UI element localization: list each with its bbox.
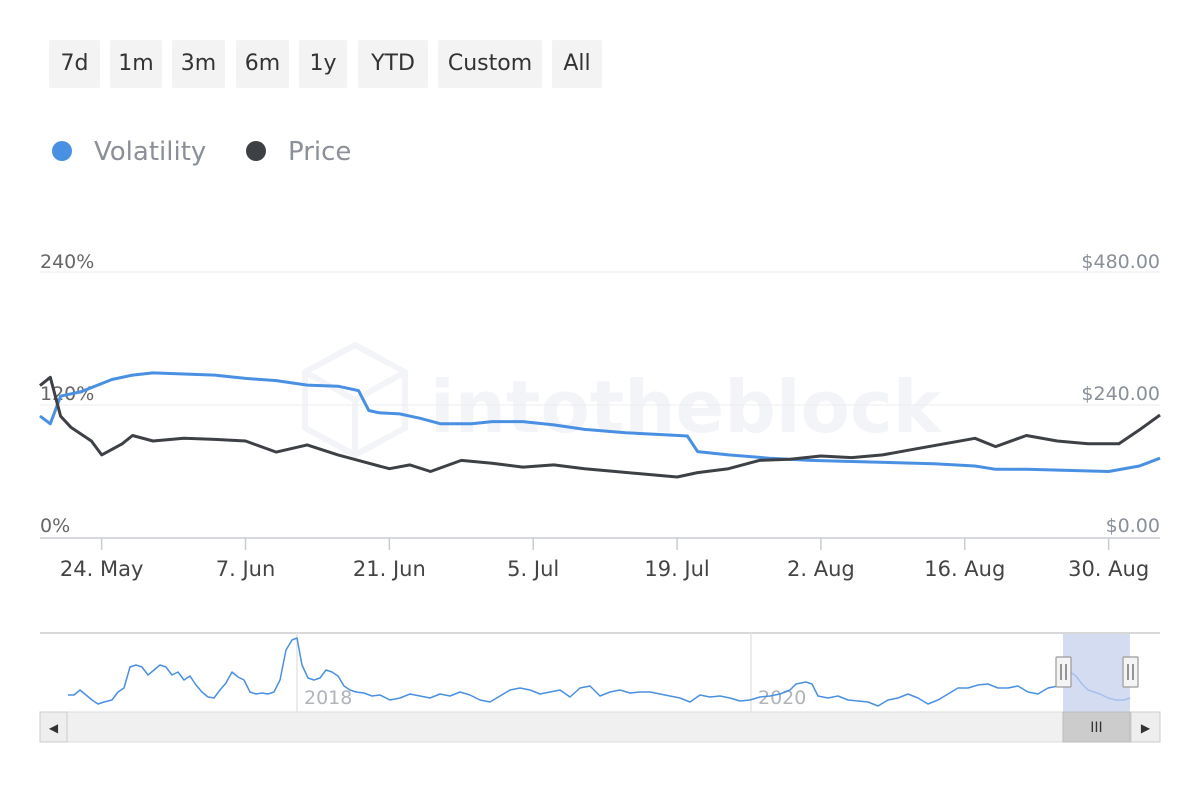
series-line-volatility[interactable]: [39, 371, 1161, 473]
series-line-price[interactable]: [39, 375, 1161, 479]
navigator-handle-right[interactable]: [1122, 656, 1139, 688]
x-tick-label: 5. Jul: [507, 557, 559, 581]
y-left-tick-240: 240%: [40, 251, 94, 273]
range-button-1m[interactable]: 1m: [110, 40, 162, 88]
legend-label-price: Price: [288, 137, 352, 167]
y-right-tick-240: $240.00: [1081, 383, 1160, 405]
volatility-dot-icon: [52, 140, 72, 161]
x-axis-ticks: [100, 538, 1110, 550]
legend-item-price[interactable]: Price: [246, 130, 351, 174]
scroll-left-arrow-icon[interactable]: ◀: [49, 721, 59, 735]
scrollbar: ◀ III ▶: [39, 711, 1161, 743]
range-button-3m[interactable]: 3m: [172, 40, 225, 88]
x-tick-label: 19. Jul: [644, 557, 709, 581]
navigator-year-label-2018: 2018: [304, 687, 352, 709]
y-right-tick-480: $480.00: [1081, 251, 1160, 273]
range-button-custom[interactable]: Custom: [438, 40, 542, 88]
navigator-history-line: [68, 637, 1131, 707]
scrollbar-left-button[interactable]: [39, 711, 68, 743]
watermark-logo-icon: [302, 341, 408, 459]
range-button-ytd[interactable]: YTD: [358, 40, 428, 88]
scrollbar-track[interactable]: [39, 711, 1161, 743]
x-tick-label: 7. Jun: [216, 557, 276, 581]
scrollbar-thumb-grip-icon: III: [1090, 720, 1102, 736]
gridlines: [40, 271, 1160, 406]
navigator: 2018 2020: [40, 632, 1160, 712]
x-tick-label: 2. Aug: [787, 557, 855, 581]
watermark: intotheblock: [302, 341, 943, 459]
x-tick-label: 16. Aug: [924, 557, 1005, 581]
range-button-7d[interactable]: 7d: [49, 40, 100, 88]
legend-label-volatility: Volatility: [94, 137, 207, 167]
y-left-tick-0: 0%: [40, 515, 70, 537]
navigator-handle-left[interactable]: [1055, 656, 1072, 688]
y-right-tick-0: $0.00: [1106, 515, 1160, 537]
x-tick-label: 24. May: [60, 557, 144, 581]
x-axis-labels: 24. May 7. Jun 21. Jun 5. Jul 19. Jul 2.…: [60, 557, 1149, 581]
scroll-right-arrow-icon[interactable]: ▶: [1141, 721, 1151, 735]
scrollbar-thumb[interactable]: [1062, 711, 1131, 743]
price-dot-icon: [246, 140, 266, 161]
x-tick-label: 21. Jun: [353, 557, 426, 581]
range-button-6m[interactable]: 6m: [236, 40, 289, 88]
navigator-selected-range[interactable]: [1063, 634, 1130, 712]
range-button-all[interactable]: All: [552, 40, 602, 88]
navigator-year-label-2020: 2020: [758, 687, 806, 709]
scrollbar-right-button[interactable]: [1130, 711, 1161, 743]
x-tick-label: 30. Aug: [1068, 557, 1149, 581]
range-button-1y[interactable]: 1y: [299, 40, 347, 88]
legend-item-volatility[interactable]: Volatility: [52, 130, 206, 174]
